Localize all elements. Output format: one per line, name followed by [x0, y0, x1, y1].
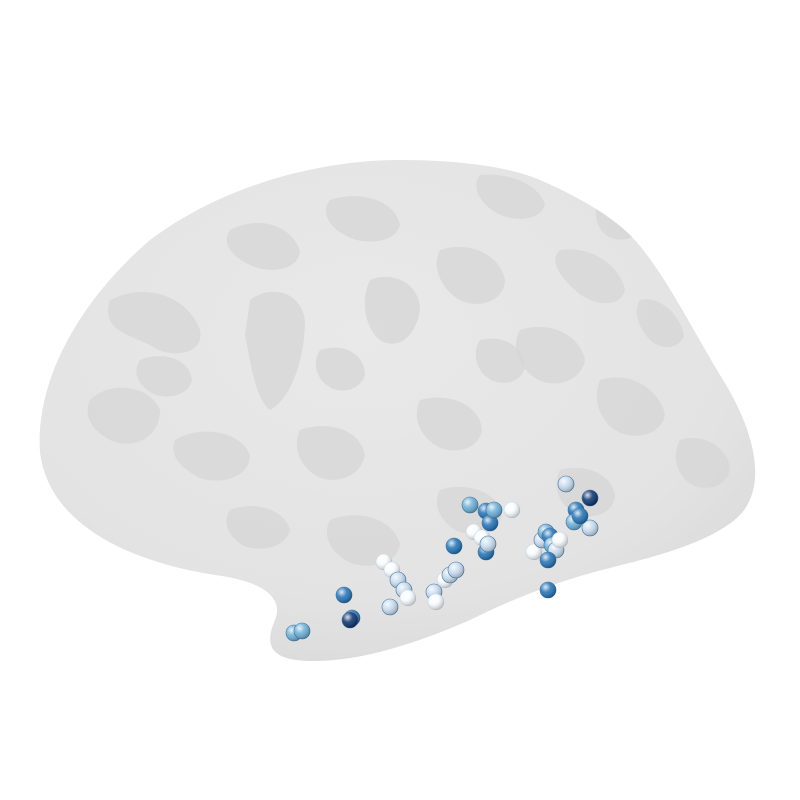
- electrode-sphere: [447, 561, 465, 579]
- electrode-markers: [285, 475, 599, 642]
- electrode-sphere: [479, 535, 497, 553]
- sulcus-patch: [475, 338, 525, 383]
- electrode-sphere: [503, 501, 521, 519]
- electrode-sphere: [571, 507, 589, 525]
- sulcus-patch: [325, 196, 400, 242]
- sulcus-patch: [476, 174, 545, 219]
- electrode-sphere: [399, 589, 417, 607]
- electrode-sphere: [551, 531, 569, 549]
- electrode-sphere: [525, 543, 543, 561]
- electrode-sphere: [539, 581, 557, 599]
- sulcus-patch: [173, 431, 250, 481]
- electrode-sphere: [341, 611, 359, 629]
- sulcus-patch: [108, 291, 201, 354]
- electrode-sphere: [485, 501, 503, 519]
- sulcus-patch: [364, 276, 420, 344]
- electrode-sphere: [293, 622, 311, 640]
- sulcus-patch: [436, 246, 505, 304]
- electrode-sphere: [445, 537, 463, 555]
- electrode-sphere: [461, 496, 479, 514]
- sulcus-patch: [636, 299, 684, 347]
- sulcus-patch: [296, 426, 365, 480]
- sulcus-patch: [326, 515, 400, 566]
- sulcus-patch: [596, 377, 665, 436]
- sulcus-patch: [226, 222, 300, 270]
- sulcus-patch: [515, 326, 585, 384]
- sulcus-patch: [675, 438, 730, 488]
- electrode-sphere: [427, 593, 445, 611]
- sulcus-patch: [555, 249, 625, 304]
- sulcus-patch: [315, 347, 365, 391]
- electrode-sphere: [581, 519, 599, 537]
- electrode-sphere: [539, 551, 557, 569]
- sulcus-patch: [136, 356, 192, 397]
- electrode-sphere: [335, 586, 353, 604]
- electrode-sphere: [381, 598, 399, 616]
- sulcus-patch: [416, 397, 482, 451]
- electrode-sphere: [581, 489, 599, 507]
- sulcus-patch: [226, 506, 290, 549]
- sulcus-patch: [87, 387, 160, 444]
- sulcus-patch: [245, 291, 305, 410]
- electrode-sphere: [557, 475, 575, 493]
- cortical-surface: [39, 160, 756, 662]
